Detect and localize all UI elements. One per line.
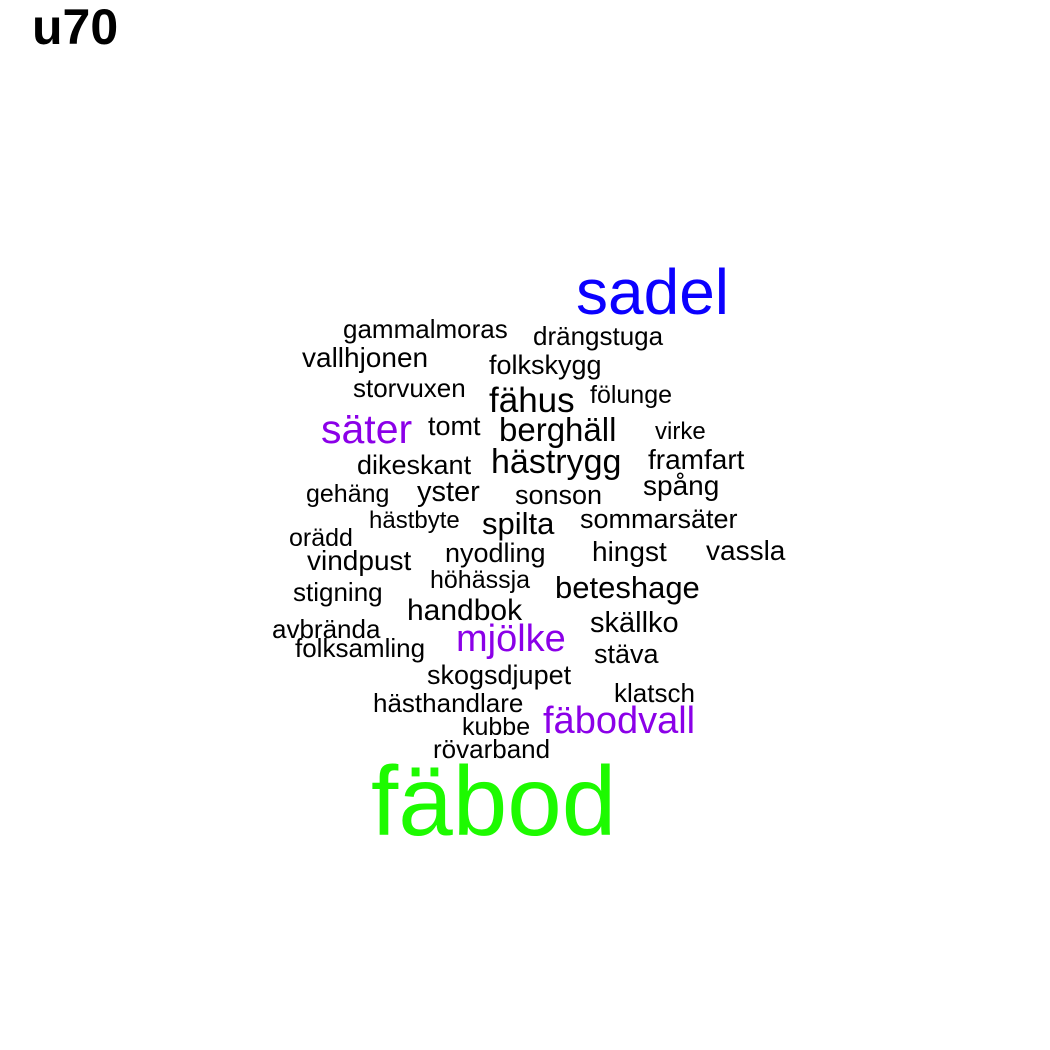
cloud-word-11: fölunge — [590, 381, 673, 409]
cloud-word-36: folksamling — [295, 633, 426, 663]
cloud-word-26: vindpust — [307, 545, 412, 576]
cloud-word-8: folkskygg — [489, 350, 602, 380]
cloud-word-6: drängstuga — [533, 321, 664, 351]
cloud-word-37: stäva — [594, 639, 659, 669]
cloud-word-13: berghäll — [499, 411, 617, 448]
cloud-word-42: rövarband — [433, 734, 551, 764]
cloud-word-12: tomt — [428, 411, 481, 441]
cloud-word-31: stigning — [293, 577, 383, 607]
cloud-word-10: fähus — [489, 381, 575, 420]
cloud-word-18: spång — [643, 470, 720, 501]
cloud-word-7: vallhjonen — [302, 342, 429, 373]
cloud-word-33: handbok — [407, 594, 523, 627]
cloud-word-41: kubbe — [462, 713, 531, 741]
cloud-word-19: gehäng — [306, 480, 390, 508]
cloud-word-39: klatsch — [614, 678, 695, 708]
cloud-word-5: gammalmoras — [343, 314, 508, 344]
cloud-word-38: skogsdjupet — [427, 660, 572, 690]
cloud-word-9: storvuxen — [353, 373, 466, 403]
cloud-word-34: avbrända — [272, 614, 381, 644]
cloud-word-25: orädd — [289, 524, 353, 552]
cloud-word-35: skällko — [590, 607, 679, 639]
cloud-word-40: hästhandlare — [373, 688, 524, 718]
cloud-word-4: fäbodvall — [543, 700, 696, 742]
cloud-word-0: fäbod — [371, 746, 617, 856]
cloud-word-32: beteshage — [555, 570, 700, 605]
cloud-word-17: framfart — [648, 444, 745, 475]
page-title: u70 — [32, 0, 119, 55]
cloud-word-2: säter — [321, 406, 413, 452]
cloud-word-30: höhässja — [430, 566, 531, 594]
cloud-word-3: mjölke — [456, 618, 566, 660]
cloud-word-24: sommarsäter — [580, 504, 738, 534]
cloud-word-16: hästrygg — [491, 443, 622, 481]
cloud-word-22: hästbyte — [369, 507, 460, 534]
cloud-word-20: yster — [417, 476, 480, 508]
cloud-word-29: vassla — [706, 535, 786, 566]
cloud-word-21: sonson — [515, 480, 603, 510]
cloud-word-27: nyodling — [445, 538, 546, 568]
cloud-word-28: hingst — [592, 536, 667, 567]
cloud-word-15: dikeskant — [357, 450, 472, 480]
cloud-word-14: virke — [655, 418, 706, 445]
cloud-word-1: sadel — [576, 256, 729, 328]
cloud-word-23: spilta — [482, 506, 555, 541]
